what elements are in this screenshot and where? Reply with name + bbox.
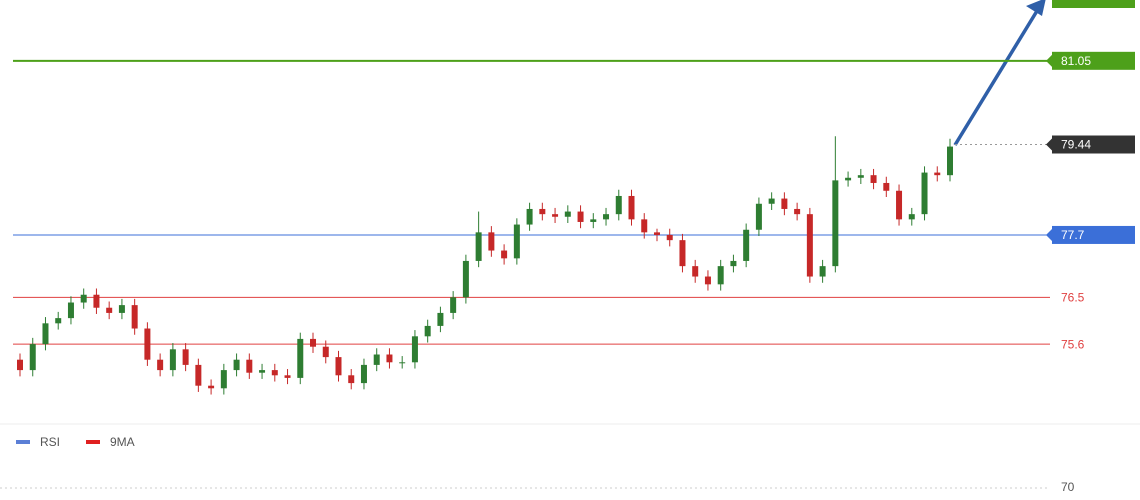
- candle-body: [144, 328, 151, 360]
- candle-body: [246, 359, 253, 373]
- candle-body: [513, 224, 520, 259]
- candle-body: [730, 260, 737, 267]
- candle-body: [157, 359, 164, 371]
- candle-body: [233, 359, 240, 371]
- candle-body: [896, 190, 903, 220]
- candle-body: [552, 214, 559, 217]
- level-label: 76.5: [1061, 290, 1085, 304]
- candle-body: [42, 323, 49, 345]
- level-label-pointer: [1046, 138, 1052, 151]
- level-label: 77.7: [1061, 228, 1085, 242]
- legend-label: 9MA: [110, 435, 135, 449]
- candle-body: [883, 182, 890, 191]
- candle-body: [870, 175, 877, 183]
- candle-body: [628, 195, 635, 220]
- candle-body: [781, 198, 788, 209]
- candle-body: [501, 250, 508, 259]
- candle-body: [564, 211, 571, 217]
- candle-body: [67, 302, 74, 319]
- level-label-box: [1052, 135, 1135, 154]
- candle-body: [806, 214, 813, 277]
- candle-body: [908, 214, 915, 220]
- candle-body: [348, 375, 355, 384]
- candle-body: [297, 338, 304, 378]
- candle-body: [310, 338, 317, 347]
- candle-body: [768, 198, 775, 204]
- candle-body: [373, 354, 380, 365]
- candle-body: [704, 276, 711, 285]
- candle-body: [424, 325, 431, 337]
- candle-body: [271, 370, 278, 376]
- candle-body: [17, 359, 23, 371]
- candle-body: [131, 305, 138, 329]
- legend-swatch: [16, 440, 30, 444]
- candle-body: [386, 354, 393, 363]
- candle-body: [182, 349, 189, 365]
- candle-body: [475, 232, 482, 261]
- candle-body: [692, 266, 699, 277]
- candle-body: [819, 266, 826, 277]
- candle-body: [526, 208, 533, 225]
- candle-body: [743, 229, 750, 261]
- target-box: [1052, 0, 1135, 8]
- candle-body: [450, 297, 457, 313]
- candle-body: [208, 385, 215, 389]
- candle-body: [641, 219, 648, 233]
- arrow-head: [1026, 0, 1046, 16]
- candle-body: [717, 266, 724, 285]
- candle-body: [29, 344, 36, 371]
- candle-body: [93, 294, 100, 308]
- candle-body: [577, 211, 584, 222]
- candle-body: [259, 370, 266, 373]
- candle-body: [360, 364, 367, 384]
- level-label-box: [1052, 51, 1135, 70]
- candle-body: [169, 349, 176, 371]
- candle-body: [832, 180, 839, 267]
- arrow: [953, 5, 1042, 146]
- candle-body: [934, 172, 941, 176]
- candle-body: [845, 177, 852, 181]
- candle-body: [118, 305, 125, 313]
- legend-swatch: [86, 440, 100, 444]
- candle-body: [755, 203, 762, 230]
- candle-body: [857, 175, 864, 178]
- candle-body: [437, 312, 444, 326]
- level-label-box: [1052, 225, 1135, 244]
- candle-body: [462, 260, 469, 298]
- level-label: 75.6: [1061, 337, 1085, 351]
- candle-body: [794, 208, 801, 215]
- indicator-tick-label: 70: [1061, 480, 1075, 494]
- candle-body: [284, 375, 291, 378]
- candle-body: [322, 346, 329, 358]
- candle-body: [488, 232, 495, 251]
- candle-body: [55, 318, 62, 324]
- candle-body: [106, 307, 113, 313]
- candle-body: [411, 336, 418, 363]
- candle-body: [603, 214, 610, 220]
- candle-body: [195, 364, 202, 386]
- candle-body: [679, 240, 686, 267]
- level-label: 79.44: [1061, 138, 1091, 152]
- candle-body: [539, 208, 546, 215]
- level-label: 81.05: [1061, 54, 1091, 68]
- candle-body: [590, 219, 597, 222]
- candle-body: [666, 234, 673, 241]
- candle-body: [335, 357, 342, 376]
- level-label-pointer: [1046, 228, 1052, 241]
- candle-body: [615, 195, 622, 215]
- candle-body: [653, 232, 660, 235]
- candle-body: [220, 370, 227, 389]
- candle-body: [80, 294, 87, 303]
- candle-body: [921, 172, 928, 215]
- candle-body: [399, 362, 406, 364]
- legend-label: RSI: [40, 435, 60, 449]
- level-label-pointer: [1046, 54, 1052, 67]
- candle-body: [947, 146, 953, 176]
